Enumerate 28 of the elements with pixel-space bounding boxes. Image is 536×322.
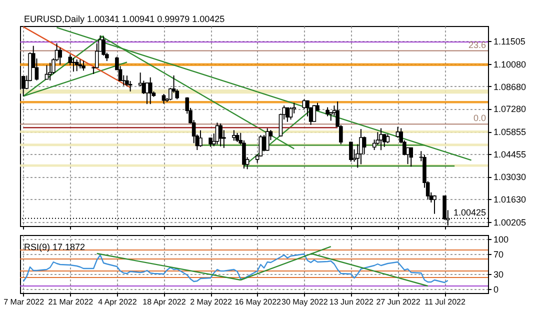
x-tick-label: 30 May 2022 xyxy=(282,298,328,306)
y-tick-label: 1.11505 xyxy=(494,36,526,47)
x-tick-label: 18 Apr 2022 xyxy=(142,298,186,306)
y-tick-label: 1.01630 xyxy=(494,194,526,205)
annotation: 23.6 xyxy=(468,40,486,50)
y-tick-label: 100 xyxy=(494,234,509,244)
y-tick-label: 1.10080 xyxy=(494,59,526,70)
y-tick-label: 1.00205 xyxy=(494,217,526,228)
x-tick-label: 4 Apr 2022 xyxy=(98,298,138,306)
x-tick-label: 16 May 2022 xyxy=(234,298,282,306)
chart-title: EURUSD,Daily 1.00341 1.00941 0.99979 1.00425 xyxy=(24,14,225,24)
y-tick-label: 1.05855 xyxy=(494,127,526,138)
x-tick-label: 7 Mar 2022 xyxy=(4,298,45,306)
text: RSI(9) 17.1872 xyxy=(24,242,86,252)
x-tick-label: 11 Jul 2022 xyxy=(424,298,466,306)
y-tick-label: 1.04455 xyxy=(494,149,526,160)
ref-line-label: 1.00425 xyxy=(453,207,486,218)
y-tick-label: 70 xyxy=(494,250,504,260)
y-tick-label: 1.03030 xyxy=(494,172,526,182)
y-tick-label: 30 xyxy=(494,270,504,280)
y-tick-label: 0 xyxy=(494,284,499,294)
y-tick-label: 1.07280 xyxy=(494,104,526,114)
x-tick-label: 21 Mar 2022 xyxy=(48,298,94,306)
annotation: 0.0 xyxy=(473,113,486,124)
x-tick-label: 2 May 2022 xyxy=(190,298,232,306)
x-tick-label: 13 Jun 2022 xyxy=(329,298,374,306)
x-tick-label: 27 Jun 2022 xyxy=(376,298,421,306)
y-tick-label: 1.08680 xyxy=(494,82,526,92)
